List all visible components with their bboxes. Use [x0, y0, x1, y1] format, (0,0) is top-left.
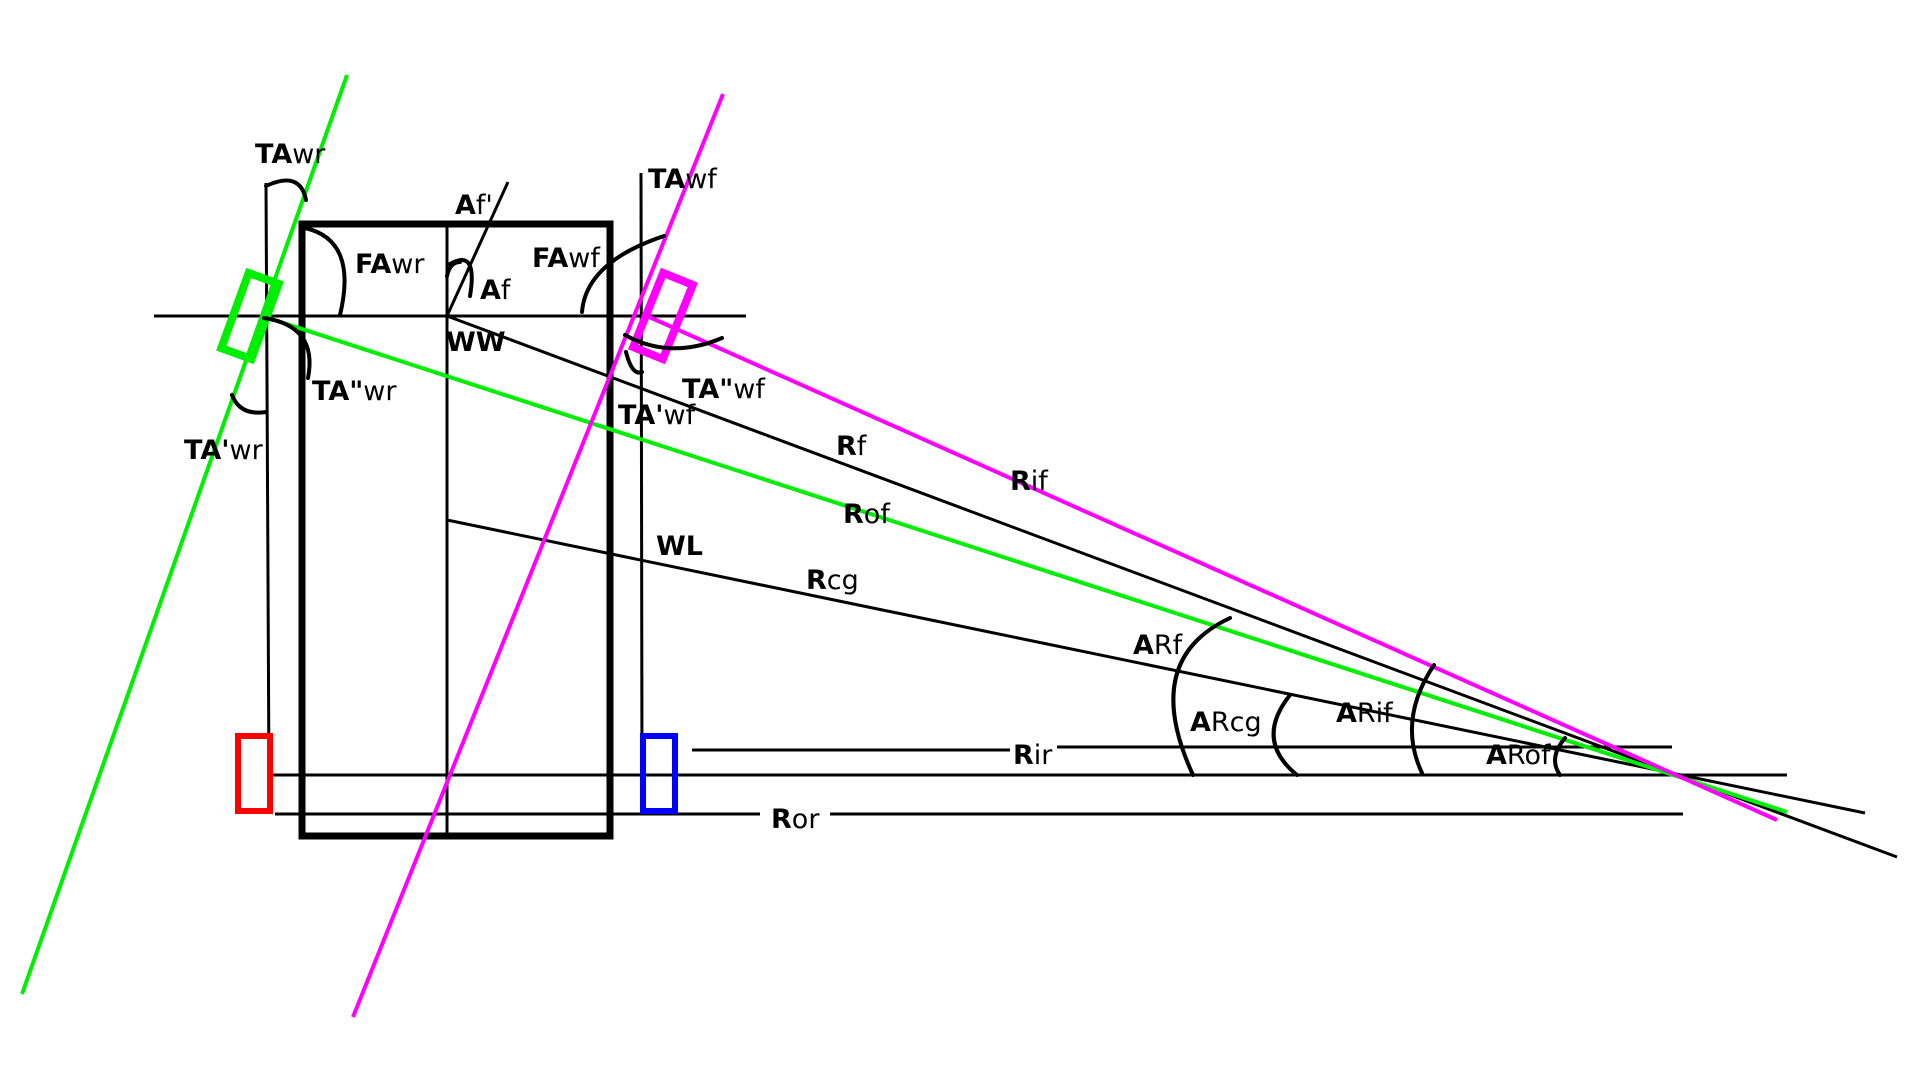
label-rcg: Rcg — [806, 565, 859, 596]
rcg-radius-line — [446, 518, 1866, 815]
vehicle-body — [298, 220, 614, 840]
label-rof: Rof — [843, 499, 891, 530]
ta2-wf-arc — [623, 333, 724, 351]
label-ta1-wr: TA'wr — [184, 435, 264, 466]
label-af: Af — [480, 275, 512, 306]
steering-arm-line — [445, 181, 510, 317]
label-rif: Rif — [1010, 466, 1049, 497]
label-ta2-wf: TA"wf — [682, 374, 766, 405]
label-rf: Rf — [836, 431, 868, 462]
arf-arc — [1171, 616, 1232, 777]
rear-wheel-direction-line — [20, 74, 349, 995]
label-af-prime: Af' — [455, 190, 493, 221]
rof-radius-line — [261, 314, 1788, 814]
inner-front-wheel — [640, 733, 678, 814]
ta1-wf-arc — [624, 350, 644, 375]
outer-rear-wheel — [216, 267, 284, 365]
front-wheel-vertical-line — [639, 172, 644, 779]
label-wl: WL — [656, 531, 703, 562]
ta2-wr-arc — [262, 316, 312, 380]
label-ta-wf: TAwf — [648, 164, 718, 195]
label-ta2-wr: TA"wr — [312, 376, 397, 407]
label-fa-wr: FAwr — [355, 249, 425, 280]
front-wheel-direction-line — [351, 93, 725, 1018]
outer-front-wheel — [627, 267, 699, 365]
rif-radius-line — [646, 314, 1778, 822]
fa-wr-arc — [303, 226, 347, 317]
label-arcg: ARcg — [1190, 707, 1262, 738]
rear-wheel-vertical-line — [264, 182, 271, 779]
label-arof: ARof — [1486, 740, 1552, 771]
label-arf: ARf — [1133, 630, 1184, 661]
label-arif: ARif — [1336, 698, 1394, 729]
af-arc-inner — [445, 260, 462, 278]
inner-rear-wheel — [235, 733, 273, 814]
label-ror: Ror — [771, 804, 820, 835]
label-ww: WW — [446, 327, 506, 358]
ta-wr-arc — [264, 178, 308, 202]
arcg-arc — [1271, 693, 1299, 777]
label-fa-wf: FAwf — [532, 243, 601, 274]
label-rir: Rir — [1013, 740, 1053, 771]
label-ta-wr: TAwr — [255, 139, 326, 170]
arif-arc — [1410, 663, 1436, 775]
fa-wf-arc — [580, 234, 666, 314]
ta1-wr-arc — [230, 393, 268, 415]
arof-arc — [1553, 736, 1567, 777]
label-ta1-wf: TA'wf — [618, 400, 697, 431]
